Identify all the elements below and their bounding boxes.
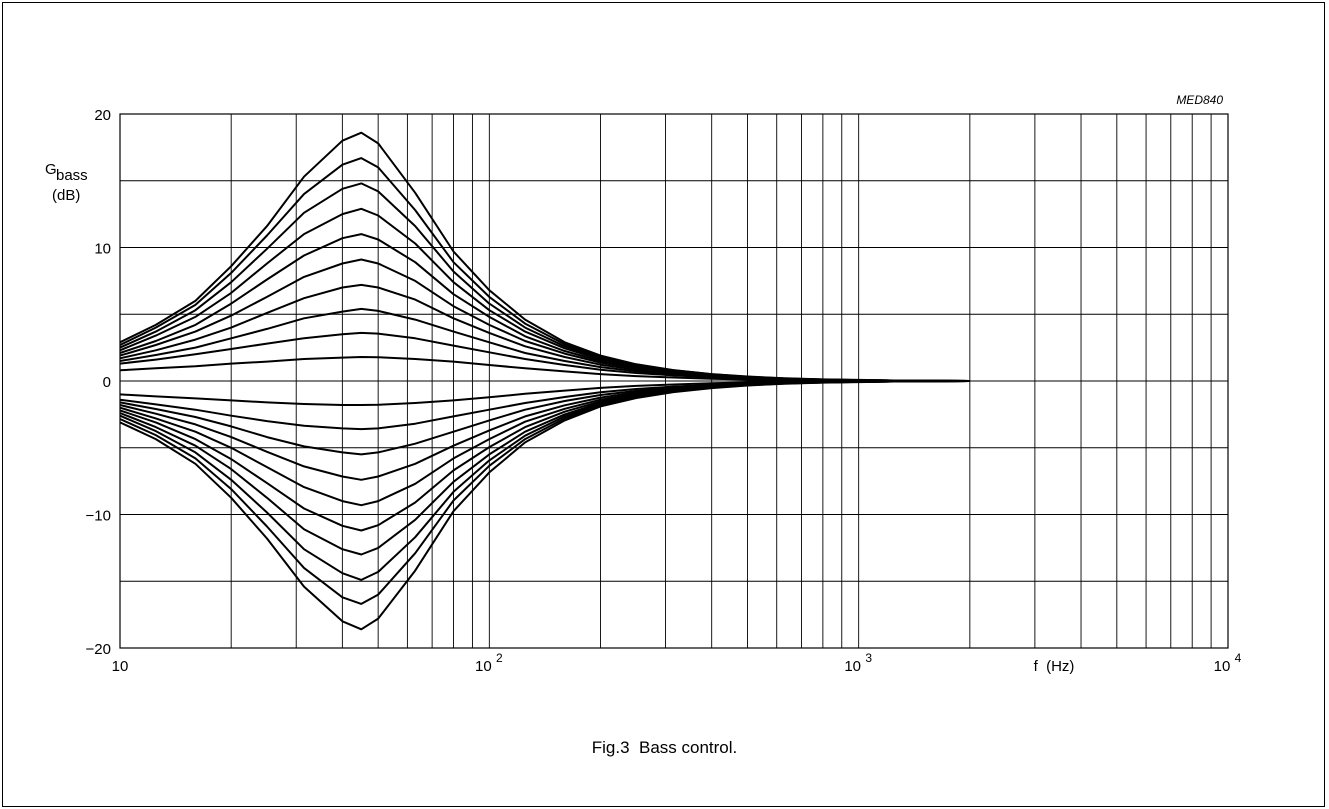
- x-axis-label: f (Hz): [1034, 658, 1075, 675]
- grid-lines: [120, 114, 1228, 648]
- x-tick-label: 10: [1214, 658, 1231, 675]
- x-tick-label: 10: [844, 658, 861, 675]
- y-label-unit: (dB): [52, 187, 80, 204]
- x-tick-exponent: 4: [1235, 651, 1242, 665]
- plot-area: [119, 113, 1229, 649]
- x-tick-exponent: 2: [496, 651, 503, 665]
- response-curve: [119, 380, 970, 631]
- y-tick-label: 20: [94, 107, 111, 124]
- response-curves: [119, 131, 970, 631]
- figure-code: MED840: [1176, 93, 1223, 107]
- y-tick-label: −20: [86, 641, 111, 658]
- response-curve: [119, 356, 970, 382]
- x-tick-exponent: 3: [865, 651, 872, 665]
- response-curve: [119, 380, 970, 406]
- response-curve: [119, 380, 970, 556]
- figure-caption: Fig.3 Bass control.: [591, 738, 738, 757]
- y-label-main: G: [45, 161, 57, 178]
- response-curve: [119, 207, 970, 382]
- y-tick-labels: 20 10 0 −10 −20: [86, 107, 111, 658]
- x-tick-label: 10: [112, 658, 129, 675]
- y-tick-label: −10: [86, 508, 111, 525]
- y-tick-label: 10: [94, 241, 111, 258]
- x-tick-label: 10: [475, 658, 492, 675]
- y-label-sub: bass: [56, 167, 88, 184]
- x-tick-labels: 10 10 2 10 3 10 4: [112, 651, 1242, 675]
- y-tick-label: 0: [103, 374, 111, 391]
